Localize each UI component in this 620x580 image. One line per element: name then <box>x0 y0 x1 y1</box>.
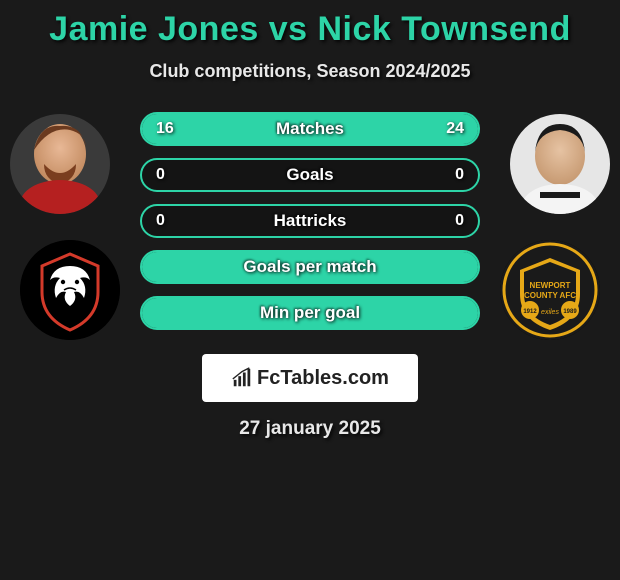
avatar-placeholder-icon <box>10 114 110 214</box>
stat-label: Hattricks <box>274 211 347 231</box>
comparison-infographic: Jamie Jones vs Nick Townsend Club compet… <box>0 0 620 440</box>
stat-label: Min per goal <box>260 303 360 323</box>
brand-badge: FcTables.com <box>202 354 418 402</box>
stat-value-left: 0 <box>156 212 165 230</box>
player-left-avatar <box>10 114 110 214</box>
stat-row: 0 Goals 0 <box>140 158 480 192</box>
stat-label: Matches <box>276 119 344 139</box>
page-title: Jamie Jones vs Nick Townsend <box>0 10 620 49</box>
svg-text:1989: 1989 <box>563 309 577 315</box>
stat-value-right: 0 <box>455 166 464 184</box>
club-logo-icon <box>20 240 120 340</box>
stat-row: Goals per match <box>140 250 480 284</box>
player-left-club-logo <box>20 240 120 340</box>
stat-row: 0 Hattricks 0 <box>140 204 480 238</box>
brand-text: FcTables.com <box>257 367 389 390</box>
bar-chart-icon <box>231 367 253 389</box>
stat-label: Goals <box>286 165 333 185</box>
stat-value-right: 0 <box>455 212 464 230</box>
footer-date: 27 january 2025 <box>0 418 620 440</box>
stat-value-left: 16 <box>156 120 174 138</box>
stat-row: Min per goal <box>140 296 480 330</box>
stat-value-right: 24 <box>446 120 464 138</box>
page-subtitle: Club competitions, Season 2024/2025 <box>0 61 620 82</box>
svg-text:exiles: exiles <box>541 309 559 316</box>
avatar-placeholder-icon <box>510 114 610 214</box>
club-logo-icon: NEWPORT COUNTY AFC 1912 1989 exiles <box>500 240 600 340</box>
svg-text:NEWPORT: NEWPORT <box>530 281 571 290</box>
player-right-club-logo: NEWPORT COUNTY AFC 1912 1989 exiles <box>500 240 600 340</box>
stat-row: 16 Matches 24 <box>140 112 480 146</box>
player-right-avatar <box>510 114 610 214</box>
comparison-body: NEWPORT COUNTY AFC 1912 1989 exiles 16 M… <box>0 112 620 342</box>
svg-text:COUNTY AFC: COUNTY AFC <box>524 291 576 300</box>
stat-value-left: 0 <box>156 166 165 184</box>
stat-label: Goals per match <box>243 257 376 277</box>
svg-text:1912: 1912 <box>523 309 537 315</box>
stats-list: 16 Matches 24 0 Goals 0 0 Hattricks 0 <box>140 112 480 342</box>
